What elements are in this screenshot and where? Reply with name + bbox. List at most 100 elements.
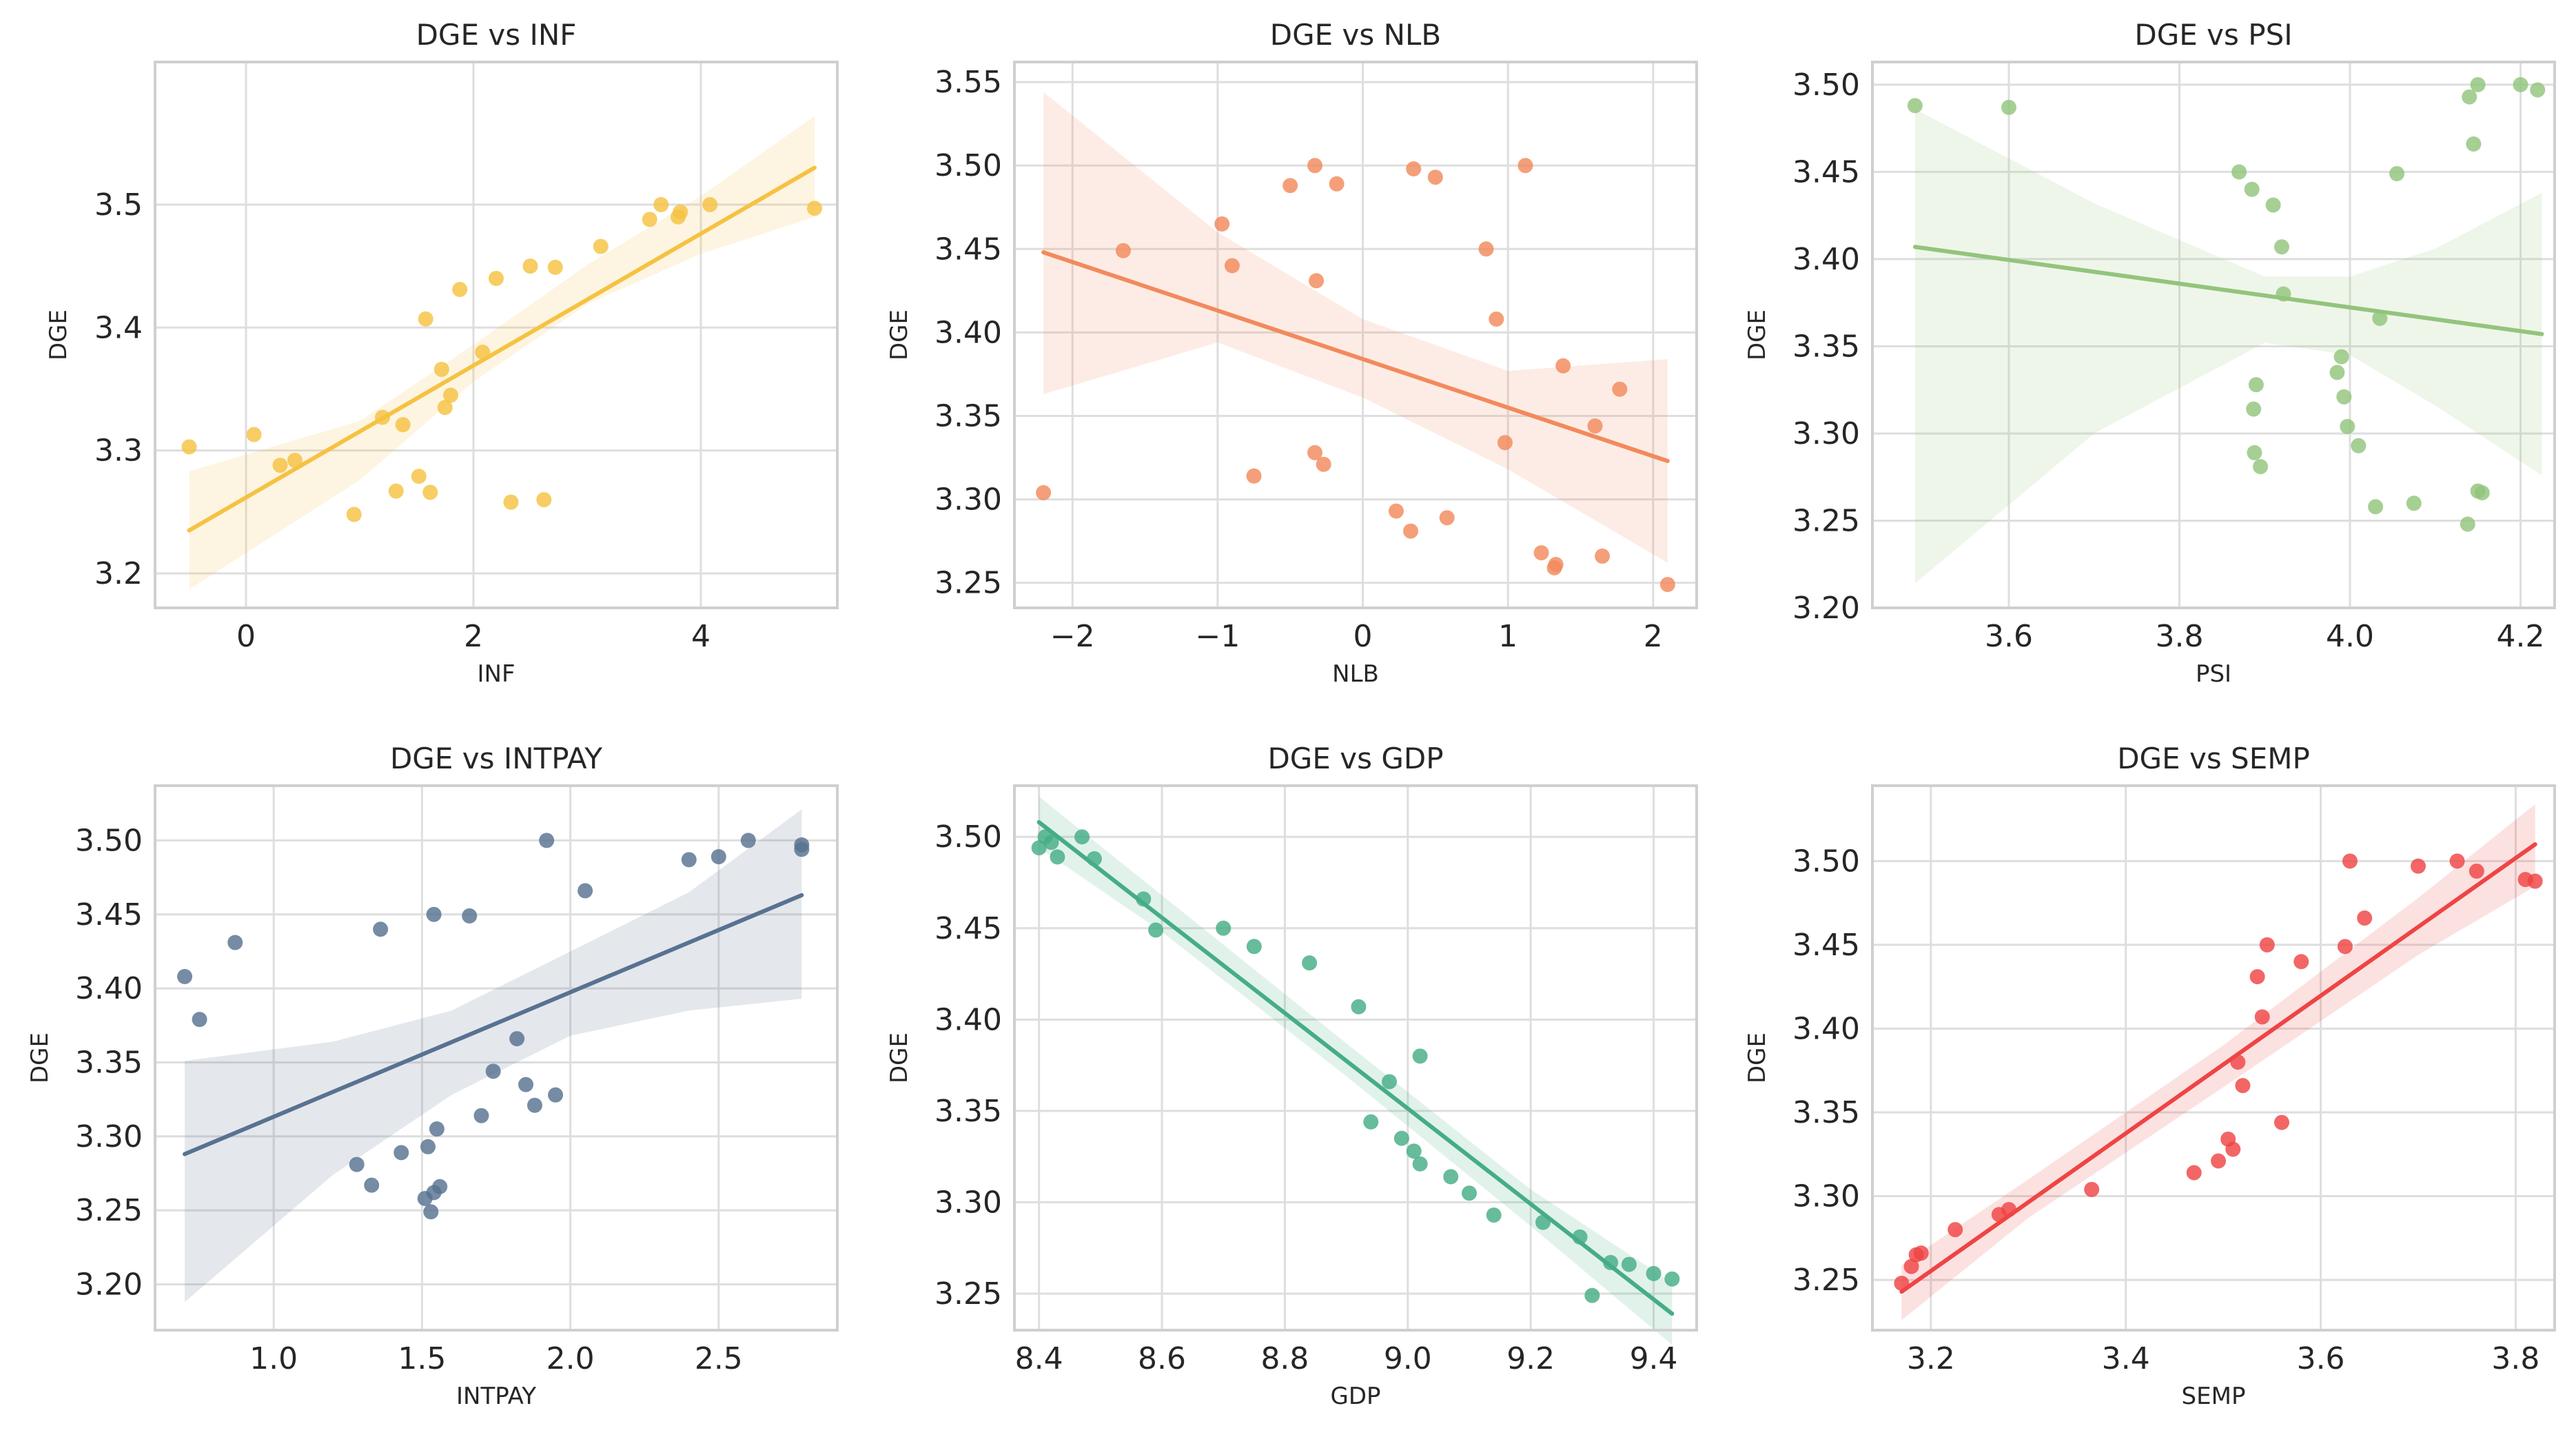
data-point <box>2230 1054 2246 1070</box>
data-point <box>1603 1254 1619 1270</box>
data-point <box>2530 82 2546 98</box>
x-tick-label: 8.8 <box>1260 1341 1309 1376</box>
x-tick-label: 4.2 <box>2497 619 2545 654</box>
plot-area <box>155 786 837 1330</box>
y-tick-label: 3.40 <box>934 1002 1002 1037</box>
x-tick-label: 4.0 <box>2326 619 2374 654</box>
data-point <box>373 921 389 937</box>
data-point <box>1412 1048 1428 1064</box>
confidence-band <box>185 809 802 1303</box>
y-tick-label: 3.40 <box>1792 1011 1860 1046</box>
data-point <box>518 1077 534 1092</box>
data-point <box>2293 954 2309 970</box>
data-point <box>1393 1130 1409 1146</box>
axes-frame <box>1013 784 1698 1332</box>
axes-frame <box>1871 61 2556 609</box>
data-point <box>2406 496 2422 511</box>
data-point <box>2244 181 2260 197</box>
data-point <box>1309 273 1325 289</box>
y-axis-label: DGE <box>45 309 72 360</box>
data-point <box>1548 557 1564 573</box>
y-tick-label: 3.35 <box>75 1045 143 1080</box>
confidence-band <box>1901 804 2535 1321</box>
data-point <box>2340 418 2355 434</box>
data-point <box>2235 1078 2251 1094</box>
data-point <box>443 387 458 403</box>
data-point <box>1478 241 1494 257</box>
data-point <box>1216 920 1231 936</box>
data-point <box>1307 445 1323 460</box>
y-tick-label: 3.40 <box>934 315 1002 350</box>
data-point <box>2468 863 2484 879</box>
data-point <box>2253 459 2269 475</box>
data-point <box>1148 922 1164 938</box>
y-tick-label: 3.20 <box>75 1267 143 1302</box>
chart-title-gdp: DGE vs GDP <box>1267 742 1443 775</box>
data-point <box>1555 358 1571 374</box>
x-axis-label: INTPAY <box>456 1383 536 1410</box>
data-point <box>2246 401 2262 417</box>
data-point <box>1246 468 1262 484</box>
data-point <box>807 201 822 216</box>
data-point <box>1043 835 1059 850</box>
data-point <box>522 258 538 274</box>
axes-frame <box>1871 784 2556 1332</box>
data-point <box>2084 1181 2100 1197</box>
x-tick-label: 2 <box>464 619 483 654</box>
data-point <box>2342 853 2358 869</box>
data-point <box>388 483 404 499</box>
data-point <box>642 212 657 227</box>
y-tick-label: 3.25 <box>934 566 1002 601</box>
x-tick-label: −1 <box>1195 619 1240 654</box>
chart-title-inf: DGE vs INF <box>416 18 577 52</box>
data-point <box>1907 98 1923 114</box>
data-point <box>1489 311 1504 327</box>
data-point <box>2462 89 2477 105</box>
y-axis-label: DGE <box>26 1032 54 1083</box>
plot-area <box>1872 786 2555 1330</box>
data-point <box>547 259 563 275</box>
data-point <box>437 400 453 416</box>
data-point <box>2276 286 2291 302</box>
y-tick-label: 3.25 <box>934 1276 1002 1312</box>
x-tick-label: 3.8 <box>2491 1341 2539 1376</box>
data-point <box>2225 1141 2241 1157</box>
data-point <box>1086 851 1102 867</box>
data-point <box>2265 197 2281 213</box>
x-tick-label: 3.6 <box>2297 1341 2345 1376</box>
subplot-inf: 0 2 4 3.2 3.3 3.4 3.5 DGE vs INF INF DGE <box>45 18 839 688</box>
data-point <box>1316 456 1331 472</box>
y-axis-label: DGE <box>1744 309 1771 360</box>
data-point <box>2513 77 2528 92</box>
data-point <box>2411 858 2426 874</box>
data-point <box>489 270 504 286</box>
data-point <box>192 1012 207 1028</box>
x-tick-label: 9.2 <box>1506 1341 1555 1376</box>
y-tick-label: 3.30 <box>1792 1179 1860 1214</box>
data-point <box>2001 1201 2016 1217</box>
data-point <box>1406 161 1422 177</box>
x-tick-label: −2 <box>1050 619 1095 654</box>
data-point <box>1595 548 1611 564</box>
data-point <box>426 906 442 922</box>
data-point <box>1224 258 1240 274</box>
data-point <box>411 469 427 485</box>
chart-title-psi: DGE vs PSI <box>2134 18 2292 52</box>
data-point <box>1351 999 1367 1015</box>
data-point <box>1621 1256 1637 1272</box>
data-point <box>2231 164 2247 180</box>
data-point <box>1497 435 1513 451</box>
data-point <box>1894 1275 1910 1291</box>
x-axis-label: GDP <box>1330 1383 1380 1410</box>
x-tick-label: 3.6 <box>1985 619 2033 654</box>
x-tick-label: 2 <box>1644 619 1663 654</box>
y-tick-label: 3.4 <box>94 310 143 345</box>
data-point <box>2247 445 2262 460</box>
data-point <box>711 849 726 865</box>
data-point <box>418 311 433 327</box>
y-tick-label: 3.25 <box>1792 1263 1860 1298</box>
data-point <box>593 238 609 254</box>
data-point <box>2389 165 2405 181</box>
data-point <box>1533 545 1549 561</box>
data-point <box>653 196 669 212</box>
